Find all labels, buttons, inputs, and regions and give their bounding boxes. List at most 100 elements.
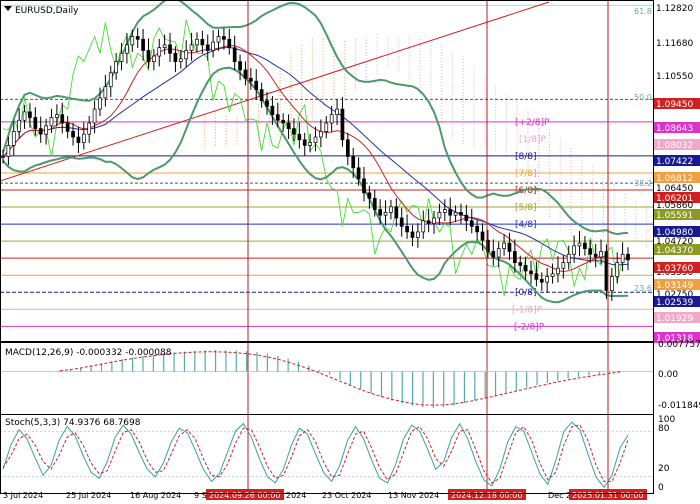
price-candle bbox=[76, 136, 81, 143]
price-candle bbox=[556, 267, 560, 275]
price-label: 1.02750 bbox=[656, 290, 693, 300]
price-candle bbox=[146, 50, 151, 62]
price-label: 1.01929 bbox=[656, 314, 693, 324]
price-candle bbox=[33, 117, 38, 129]
price-candle bbox=[119, 52, 124, 62]
price-candle bbox=[49, 117, 54, 127]
price-candle bbox=[28, 111, 32, 118]
price-candle bbox=[362, 178, 366, 194]
price-candle bbox=[529, 270, 533, 275]
price-candle bbox=[195, 38, 199, 46]
price-label-box bbox=[654, 296, 700, 307]
price-candle bbox=[281, 119, 286, 124]
fib-label: 61.8 bbox=[634, 7, 652, 16]
macd-tick-top: 0.007757 bbox=[658, 340, 700, 350]
price-candle bbox=[313, 136, 318, 143]
price-candle bbox=[372, 198, 377, 210]
price-candle bbox=[130, 36, 135, 46]
price-candle bbox=[518, 262, 523, 266]
price-candle bbox=[469, 220, 474, 227]
bollinger-lower bbox=[2, 66, 629, 304]
price-candle bbox=[367, 192, 372, 199]
price-candle bbox=[270, 105, 275, 116]
price-candle bbox=[65, 122, 70, 132]
price-candle bbox=[71, 131, 75, 138]
price-candle bbox=[486, 239, 490, 252]
price-candle bbox=[125, 44, 129, 54]
price-candle bbox=[491, 251, 496, 258]
trend-line bbox=[0, 1, 550, 182]
price-candle bbox=[92, 108, 97, 124]
price-candle bbox=[566, 253, 571, 263]
price-candle bbox=[329, 114, 334, 124]
price-candle bbox=[577, 242, 582, 247]
murray-label: [8/8] bbox=[515, 152, 537, 162]
stoch-tick-100: 100 bbox=[658, 415, 675, 425]
price-candle bbox=[523, 265, 528, 272]
price-label: 1.08643 bbox=[656, 124, 693, 134]
price-candle bbox=[243, 69, 248, 79]
price-label: 1.11680 bbox=[656, 39, 693, 49]
murray-label: [-1/8]P bbox=[512, 305, 543, 315]
price-candle bbox=[184, 50, 189, 60]
price-label-box bbox=[654, 244, 700, 255]
price-label: 1.05860 bbox=[656, 201, 693, 211]
price-candle bbox=[426, 220, 431, 224]
price-series bbox=[1, 0, 630, 304]
price-candle bbox=[168, 44, 172, 54]
symbol-dropdown-icon[interactable] bbox=[4, 6, 12, 11]
price-candle bbox=[216, 36, 221, 43]
price-candle bbox=[615, 262, 620, 277]
price-candle bbox=[275, 114, 280, 121]
x-marker-box bbox=[206, 489, 284, 500]
price-candle bbox=[152, 55, 156, 62]
price-candle bbox=[135, 36, 140, 40]
murray-label: [4/8] bbox=[515, 220, 537, 230]
price-candle bbox=[38, 128, 43, 135]
price-candle bbox=[399, 217, 404, 227]
price-candle bbox=[453, 212, 458, 216]
x-tick-label: 25 Jul 2024 bbox=[66, 491, 111, 500]
macd-tick-bottom: -0.011849 bbox=[658, 401, 700, 411]
x-tick-label: 23 Oct 2024 bbox=[322, 491, 371, 500]
price-candle bbox=[534, 273, 539, 280]
price-label-box bbox=[654, 172, 700, 183]
price-candle bbox=[302, 139, 307, 146]
price-candle bbox=[442, 209, 447, 213]
price-candle bbox=[416, 231, 420, 238]
price-label: 1.03760 bbox=[656, 264, 693, 274]
bollinger-upper bbox=[2, 0, 629, 236]
price-candle bbox=[60, 114, 65, 124]
murray-label: [6/8] bbox=[515, 186, 537, 196]
price-candle bbox=[545, 276, 550, 283]
price-candle bbox=[340, 108, 345, 141]
main-title: EURUSD,Daily bbox=[15, 6, 79, 16]
price-candle bbox=[173, 52, 178, 62]
price-candle bbox=[389, 206, 393, 213]
price-candle bbox=[211, 41, 215, 51]
price-candle bbox=[17, 119, 22, 132]
price-label: 1.09450 bbox=[656, 100, 693, 110]
price-candle bbox=[87, 122, 92, 135]
price-label: 1.06201 bbox=[656, 194, 693, 204]
price-candle bbox=[103, 86, 108, 99]
price-candle bbox=[265, 100, 269, 107]
stoch-tick-20: 20 bbox=[658, 464, 670, 474]
fib-label: 23.6 bbox=[634, 284, 652, 293]
price-candle bbox=[464, 214, 469, 222]
price-candle bbox=[539, 279, 544, 283]
price-candle bbox=[319, 131, 323, 138]
price-candle bbox=[593, 253, 598, 258]
price-candle bbox=[81, 133, 86, 143]
price-candle bbox=[448, 209, 453, 216]
x-tick-label: 3 Jul 2024 bbox=[3, 491, 43, 500]
price-candle bbox=[286, 122, 291, 129]
stoch-tick-0: 0 bbox=[658, 483, 664, 493]
price-label-box bbox=[654, 332, 700, 343]
price-candle bbox=[609, 276, 614, 291]
price-label: 1.04980 bbox=[656, 228, 693, 238]
price-label-box bbox=[654, 209, 700, 220]
price-candle bbox=[351, 156, 356, 169]
